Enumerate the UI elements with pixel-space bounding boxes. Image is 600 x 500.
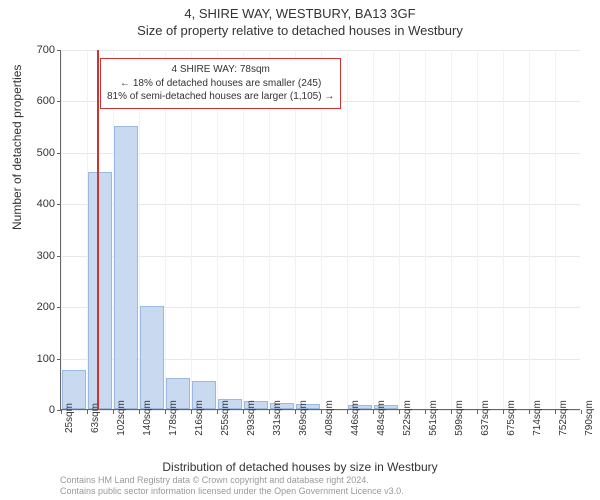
xtick-mark [113,410,114,414]
ytick-label: 700 [25,44,55,56]
annotation-line3: 81% of semi-detached houses are larger (… [107,90,334,104]
xtick-mark [399,410,400,414]
xtick-label: 255sqm [220,400,231,436]
xtick-mark [373,410,374,414]
xtick-label: 637sqm [480,400,491,436]
grid-v [425,50,426,409]
ytick-label: 600 [25,95,55,107]
title-sub: Size of property relative to detached ho… [0,21,600,38]
grid-v [373,50,374,409]
grid-v [399,50,400,409]
xtick-mark [295,410,296,414]
title-main: 4, SHIRE WAY, WESTBURY, BA13 3GF [0,0,600,21]
xtick-mark [321,410,322,414]
xtick-mark [243,410,244,414]
ytick-label: 100 [25,353,55,365]
xtick-label: 102sqm [116,400,127,436]
xtick-mark [191,410,192,414]
xtick-mark [581,410,582,414]
grid-v [529,50,530,409]
xtick-label: 752sqm [558,400,569,436]
grid-v [347,50,348,409]
annotation-box: 4 SHIRE WAY: 78sqm ← 18% of detached hou… [100,58,341,109]
grid-v [61,50,62,409]
xtick-label: 599sqm [454,400,465,436]
footer-line2: Contains public sector information licen… [60,486,404,498]
xtick-mark [503,410,504,414]
xtick-label: 561sqm [428,400,439,436]
xtick-label: 293sqm [246,400,257,436]
xtick-label: 484sqm [376,400,387,436]
xtick-mark [87,410,88,414]
grid-v [477,50,478,409]
histogram-bar [140,306,165,409]
xtick-label: 675sqm [506,400,517,436]
xtick-label: 216sqm [194,400,205,436]
xtick-label: 522sqm [402,400,413,436]
histogram-bar [114,126,139,409]
xtick-mark [269,410,270,414]
annotation-line1: 4 SHIRE WAY: 78sqm [107,63,334,77]
xtick-mark [139,410,140,414]
footer-line1: Contains HM Land Registry data © Crown c… [60,475,404,487]
footer-attribution: Contains HM Land Registry data © Crown c… [60,475,404,498]
grid-v [451,50,452,409]
xtick-label: 140sqm [142,400,153,436]
xtick-label: 790sqm [584,400,595,436]
xtick-mark [61,410,62,414]
grid-v [503,50,504,409]
xtick-mark [555,410,556,414]
ytick-label: 200 [25,301,55,313]
ylabel: Number of detached properties [10,65,24,230]
xtick-label: 446sqm [350,400,361,436]
xtick-mark [425,410,426,414]
xtick-label: 178sqm [168,400,179,436]
xtick-mark [451,410,452,414]
xtick-mark [165,410,166,414]
grid-v [555,50,556,409]
histogram-bar [88,172,113,409]
xtick-mark [529,410,530,414]
xtick-label: 408sqm [324,400,335,436]
property-marker-line [97,50,99,409]
ytick-label: 300 [25,250,55,262]
xtick-label: 331sqm [272,400,283,436]
xtick-label: 714sqm [532,400,543,436]
xtick-label: 63sqm [90,403,101,433]
ytick-label: 0 [25,404,55,416]
annotation-line2: ← 18% of detached houses are smaller (24… [107,77,334,91]
ytick-label: 400 [25,198,55,210]
xtick-label: 25sqm [64,403,75,433]
ytick-label: 500 [25,147,55,159]
xtick-label: 369sqm [298,400,309,436]
xtick-mark [347,410,348,414]
xtick-mark [217,410,218,414]
xlabel: Distribution of detached houses by size … [0,460,600,474]
xtick-mark [477,410,478,414]
